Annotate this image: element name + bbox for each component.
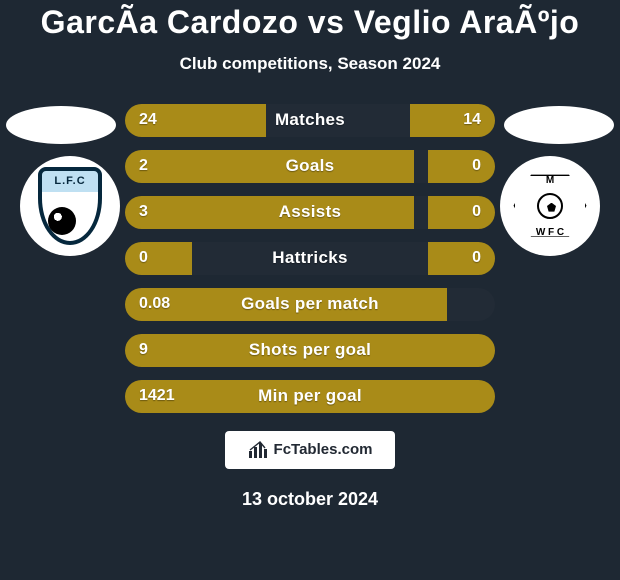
stat-track bbox=[125, 104, 495, 137]
stat-left-bar bbox=[125, 288, 447, 321]
stat-row: 1421Min per goal bbox=[125, 380, 495, 413]
stat-track bbox=[125, 288, 495, 321]
left-player-photo-placeholder bbox=[6, 106, 116, 144]
stat-track bbox=[125, 334, 495, 367]
content-area: M W F C 24Matches14 2Goals0 3Assists0 0Hatt… bbox=[0, 104, 620, 510]
stat-right-bar bbox=[428, 196, 495, 229]
hexagon-badge-icon: M W F C bbox=[508, 169, 592, 243]
page-subtitle: Club competitions, Season 2024 bbox=[0, 54, 620, 74]
stat-row: 2Goals0 bbox=[125, 150, 495, 183]
stat-left-bar bbox=[125, 104, 266, 137]
stat-right-bar bbox=[428, 242, 495, 275]
stat-row: 24Matches14 bbox=[125, 104, 495, 137]
chart-bars-icon bbox=[248, 441, 268, 459]
comparison-infographic: GarcÃ­a Cardozo vs Veglio AraÃºjo Club c… bbox=[0, 0, 620, 580]
right-player-photo-placeholder bbox=[504, 106, 614, 144]
stat-left-bar bbox=[125, 380, 495, 413]
stat-row: 0Hattricks0 bbox=[125, 242, 495, 275]
stat-row: 9Shots per goal bbox=[125, 334, 495, 367]
stat-row: 3Assists0 bbox=[125, 196, 495, 229]
stat-right-bar bbox=[428, 150, 495, 183]
stat-row: 0.08Goals per match bbox=[125, 288, 495, 321]
left-club-logo bbox=[20, 156, 120, 256]
stat-right-bar bbox=[410, 104, 495, 137]
footer-date: 13 october 2024 bbox=[0, 489, 620, 510]
stat-track bbox=[125, 150, 495, 183]
stat-left-bar bbox=[125, 242, 192, 275]
right-club-logo: M W F C bbox=[500, 156, 600, 256]
shield-icon bbox=[38, 167, 102, 245]
stat-track bbox=[125, 196, 495, 229]
stat-rows: 24Matches14 2Goals0 3Assists0 0Hattricks0 0.… bbox=[125, 104, 495, 413]
stat-track bbox=[125, 380, 495, 413]
brand-badge: FcTables.com bbox=[225, 431, 395, 469]
stat-left-bar bbox=[125, 196, 414, 229]
stat-left-bar bbox=[125, 334, 495, 367]
stat-track bbox=[125, 242, 495, 275]
brand-text: FcTables.com bbox=[274, 441, 373, 458]
page-title: GarcÃ­a Cardozo vs Veglio AraÃºjo bbox=[0, 6, 620, 40]
stat-left-bar bbox=[125, 150, 414, 183]
